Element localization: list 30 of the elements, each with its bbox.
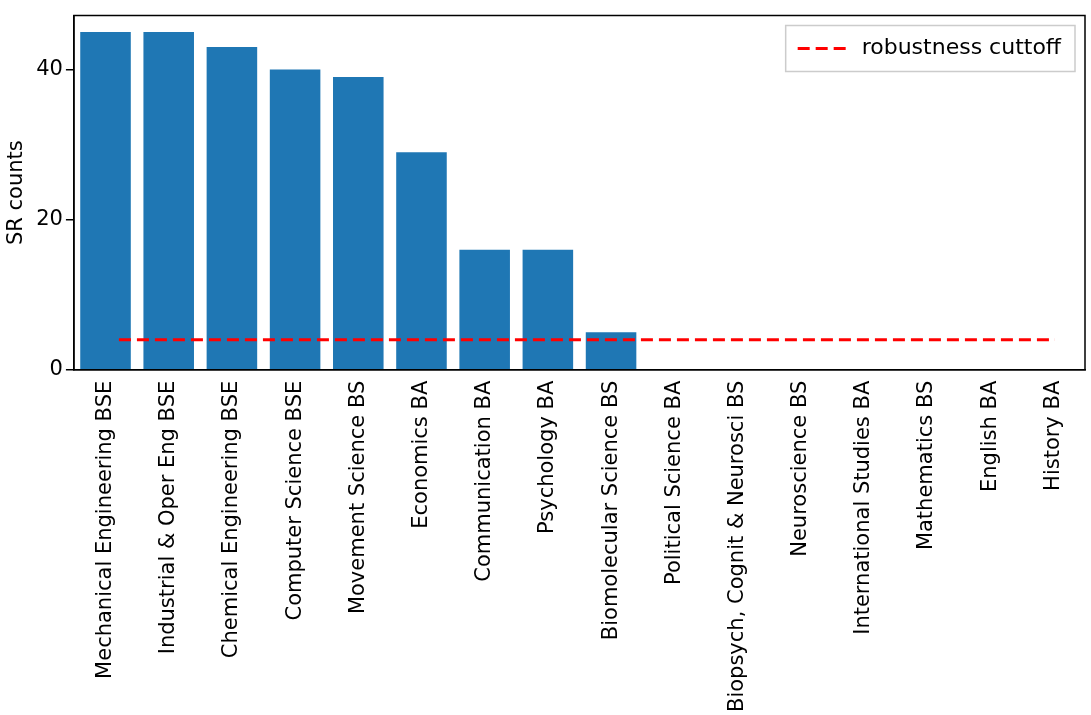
bar xyxy=(143,32,194,369)
x-tick-label: Economics BA xyxy=(407,380,432,529)
bar xyxy=(459,249,510,369)
x-tick-label: Biopsych, Cognit & Neurosci BS xyxy=(723,380,748,712)
bar xyxy=(333,77,384,369)
x-tick-label: Psychology BA xyxy=(534,380,559,534)
x-tick-label: Mechanical Engineering BSE xyxy=(91,380,116,679)
x-tick-label: Computer Science BSE xyxy=(281,380,306,621)
y-axis-title: SR counts xyxy=(3,140,28,246)
x-tick-label: Movement Science BS xyxy=(344,380,369,615)
y-tick-label: 40 xyxy=(36,56,63,81)
x-tick-label: International Studies BA xyxy=(850,380,875,635)
x-tick-label: Industrial & Oper Eng BSE xyxy=(155,380,180,655)
bar xyxy=(522,249,574,369)
legend-label: robustness cuttoff xyxy=(861,34,1062,60)
bar xyxy=(269,69,321,369)
x-tick-label: History BA xyxy=(1039,380,1064,491)
bar xyxy=(396,152,447,369)
y-tick-label: 20 xyxy=(36,206,63,231)
bar xyxy=(585,332,637,369)
bar xyxy=(206,47,258,369)
bar xyxy=(80,32,131,369)
x-tick-label: English BA xyxy=(976,380,1001,493)
x-tick-label: Political Science BA xyxy=(660,380,685,586)
x-tick-label: Chemical Engineering BSE xyxy=(218,380,243,659)
y-tick-label: 0 xyxy=(49,356,63,381)
x-tick-label: Biomolecular Science BS xyxy=(597,380,622,641)
x-tick-label: Neuroscience BS xyxy=(787,380,812,557)
x-tick-label: Mathematics BS xyxy=(913,380,938,551)
x-tick-label: Communication BA xyxy=(471,380,496,582)
